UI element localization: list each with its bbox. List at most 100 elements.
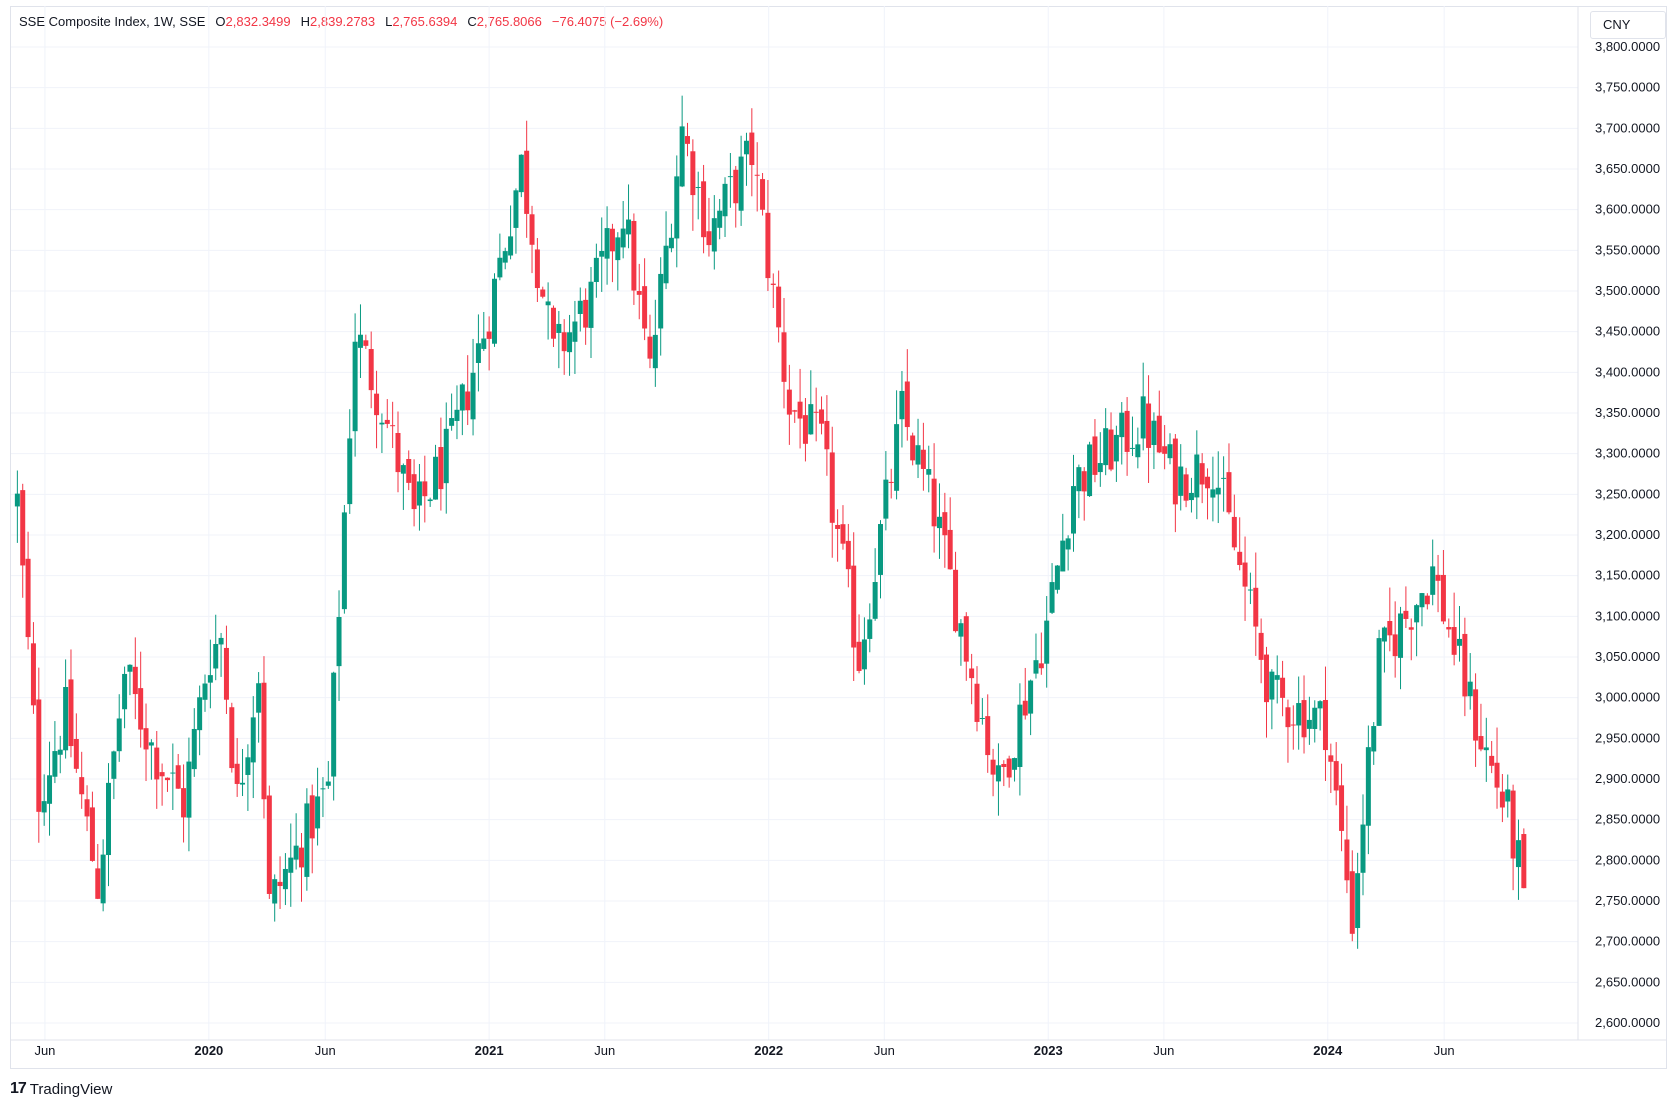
candle <box>277 856 283 909</box>
candle-body <box>411 474 417 510</box>
candle-body <box>615 237 621 261</box>
candle <box>540 286 546 299</box>
x-tick-label: Jun <box>594 1043 615 1058</box>
candle-body <box>786 389 792 415</box>
candle <box>727 152 733 208</box>
y-tick-label: 2,600.0000 <box>1595 1015 1660 1030</box>
candle-body <box>191 728 197 770</box>
candle <box>588 266 594 358</box>
candle <box>213 614 219 681</box>
candle-body <box>990 759 996 775</box>
candle-body <box>765 212 771 279</box>
candle <box>1355 852 1361 949</box>
candle <box>1012 757 1018 782</box>
candle-body <box>1355 873 1361 929</box>
candle <box>481 311 487 352</box>
candle <box>363 334 369 349</box>
y-tick-label: 2,650.0000 <box>1595 974 1660 989</box>
candle-body <box>89 807 95 861</box>
candle <box>229 702 235 773</box>
candle-body <box>888 481 894 483</box>
candle-body <box>122 673 128 710</box>
candle <box>449 393 455 431</box>
candle <box>904 349 910 441</box>
candle <box>1521 828 1527 889</box>
candle-body <box>899 390 905 420</box>
candle <box>1333 742 1339 806</box>
candle-body <box>658 273 664 329</box>
candle <box>583 288 589 345</box>
candle <box>695 171 701 220</box>
candle <box>1017 683 1023 796</box>
candle <box>1129 416 1135 457</box>
candle <box>1349 850 1355 942</box>
candle-body <box>1103 428 1109 466</box>
candle <box>577 287 583 332</box>
candle <box>1124 397 1130 476</box>
y-tick-label: 2,750.0000 <box>1595 893 1660 908</box>
candle-body <box>213 644 219 669</box>
candle-body <box>207 675 213 683</box>
candle-body <box>357 334 363 348</box>
candle <box>1081 467 1087 521</box>
currency-button[interactable]: CNY <box>1590 11 1666 39</box>
candle <box>465 355 471 426</box>
candle <box>1178 444 1184 511</box>
candle-body <box>1151 420 1157 445</box>
candle-body <box>1333 761 1339 791</box>
candle-body <box>1274 675 1280 680</box>
candle-body <box>116 718 122 752</box>
candle-body <box>915 445 921 465</box>
candle-body <box>808 404 814 435</box>
y-tick-label: 3,400.0000 <box>1595 364 1660 379</box>
candle <box>207 639 213 709</box>
candle-body <box>1312 707 1318 730</box>
candle-body <box>561 332 567 352</box>
candle <box>1044 596 1050 688</box>
candle <box>760 172 766 216</box>
candle-body <box>14 493 20 507</box>
candle <box>1146 375 1152 483</box>
candle-body <box>449 418 455 426</box>
candle-body <box>57 749 63 755</box>
candle <box>14 470 20 543</box>
tradingview-logo[interactable]: 17 TradingView <box>10 1080 112 1098</box>
candle-body <box>202 683 208 700</box>
candle-body <box>1430 566 1436 595</box>
candle-body <box>100 854 106 904</box>
candle-body <box>518 154 524 193</box>
y-tick-label: 3,500.0000 <box>1595 283 1660 298</box>
y-tick-label: 3,800.0000 <box>1595 39 1660 54</box>
candle <box>626 184 632 249</box>
candle-body <box>706 231 712 246</box>
candle-body <box>1162 446 1168 454</box>
candle-body <box>299 847 304 868</box>
candle <box>706 197 712 257</box>
candle-body <box>963 616 969 662</box>
candle <box>1054 565 1060 594</box>
candle <box>1494 727 1500 809</box>
y-tick-label: 3,250.0000 <box>1595 486 1660 501</box>
symbol-title[interactable]: SSE Composite Index, 1W, SSE <box>19 14 206 29</box>
x-tick-label: Jun <box>874 1043 895 1058</box>
candle <box>524 120 530 238</box>
candle <box>116 694 122 762</box>
candle-body <box>325 781 331 786</box>
candle-body <box>138 688 144 730</box>
y-tick-label: 3,200.0000 <box>1595 527 1660 542</box>
candle <box>835 509 841 562</box>
candle-body <box>374 393 380 416</box>
candle-body <box>1483 747 1489 751</box>
high-value: 2,839.2783 <box>310 14 376 29</box>
candle-body <box>1006 758 1012 778</box>
candle <box>1135 427 1141 469</box>
candle-body <box>1038 663 1044 669</box>
candle-body <box>234 763 240 784</box>
candle-body <box>894 424 900 491</box>
candle-body <box>486 331 492 339</box>
candle <box>1237 517 1243 571</box>
candle <box>711 195 717 270</box>
price-chart[interactable]: 3,800.0000 3,750.0000 3,700.0000 3,650.0000… <box>0 0 1677 1075</box>
candle-body <box>20 490 26 566</box>
candle <box>240 748 246 797</box>
